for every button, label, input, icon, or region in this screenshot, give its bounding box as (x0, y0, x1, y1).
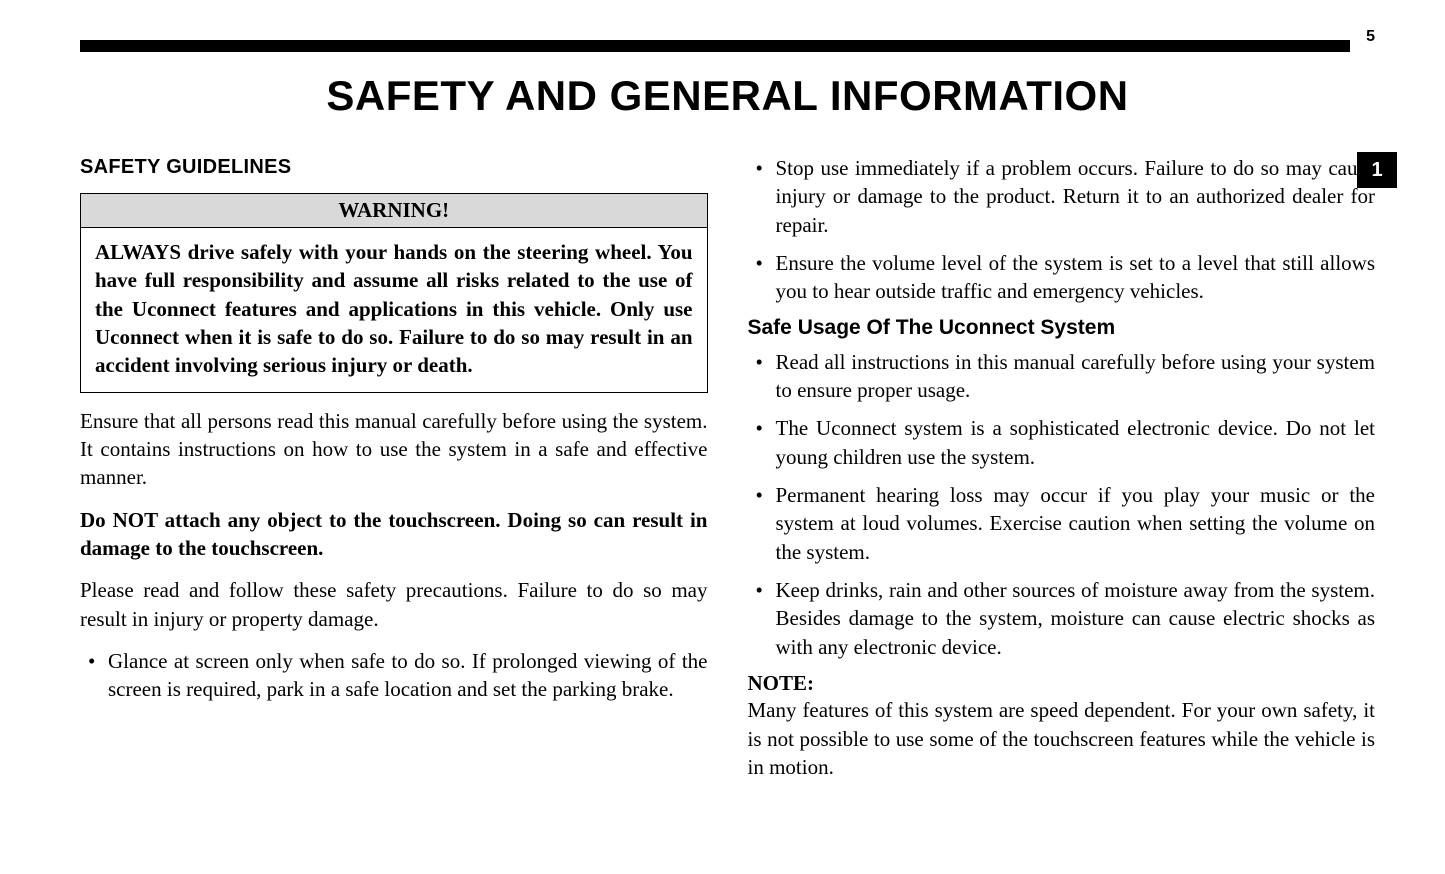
two-column-layout: SAFETY GUIDELINES WARNING! ALWAYS drive … (80, 148, 1375, 802)
list-item: Stop use immediately if a problem occurs… (748, 154, 1376, 239)
list-item: Glance at screen only when safe to do so… (80, 647, 708, 704)
bullet-list: Read all instructions in this manual car… (748, 348, 1376, 661)
top-horizontal-rule (80, 40, 1350, 52)
section-heading-safety-guidelines: SAFETY GUIDELINES (80, 156, 708, 179)
bullet-list: Stop use immediately if a problem occurs… (748, 154, 1376, 306)
list-item: The Uconnect system is a sophisticated e… (748, 414, 1376, 471)
page-title: SAFETY AND GENERAL INFORMATION (80, 72, 1375, 120)
list-item: Ensure the volume level of the system is… (748, 249, 1376, 306)
warning-header: WARNING! (81, 194, 707, 228)
list-item: Permanent hearing loss may occur if you … (748, 481, 1376, 566)
warning-body-text: ALWAYS drive safely with your hands on t… (81, 228, 707, 392)
list-item: Keep drinks, rain and other sources of m… (748, 576, 1376, 661)
paragraph: Ensure that all persons read this manual… (80, 407, 708, 492)
note-label: NOTE: (748, 671, 1376, 696)
paragraph: Please read and follow these safety prec… (80, 576, 708, 633)
note-body: Many features of this system are speed d… (748, 696, 1376, 781)
left-column: SAFETY GUIDELINES WARNING! ALWAYS drive … (80, 148, 708, 802)
right-column: Stop use immediately if a problem occurs… (748, 148, 1376, 802)
sub-heading-safe-usage: Safe Usage Of The Uconnect System (748, 316, 1376, 340)
page-number: 5 (1366, 28, 1375, 46)
list-item: Read all instructions in this manual car… (748, 348, 1376, 405)
warning-box: WARNING! ALWAYS drive safely with your h… (80, 193, 708, 393)
bullet-list: Glance at screen only when safe to do so… (80, 647, 708, 704)
manual-page: 5 1 SAFETY AND GENERAL INFORMATION SAFET… (0, 0, 1445, 874)
paragraph-bold: Do NOT attach any object to the touchscr… (80, 506, 708, 563)
